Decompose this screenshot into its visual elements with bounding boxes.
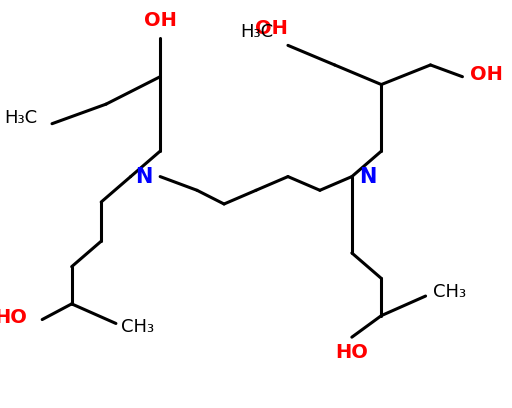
Text: N: N: [135, 166, 153, 186]
Text: H₃C: H₃C: [240, 23, 273, 42]
Text: H₃C: H₃C: [4, 109, 37, 127]
Text: OH: OH: [255, 18, 288, 38]
Text: HO: HO: [335, 343, 368, 362]
Text: CH₃: CH₃: [433, 283, 466, 301]
Text: CH₃: CH₃: [121, 318, 154, 336]
Text: OH: OH: [470, 65, 503, 84]
Text: N: N: [359, 166, 377, 186]
Text: HO: HO: [0, 308, 28, 327]
Text: OH: OH: [144, 11, 177, 30]
